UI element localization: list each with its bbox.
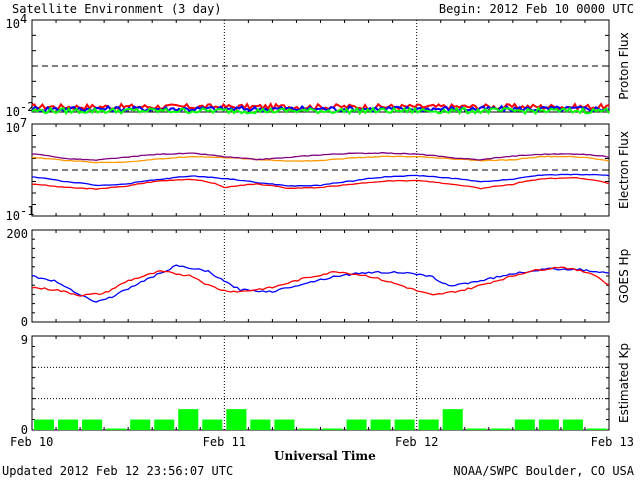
electron-ylabel: Electron Flux	[617, 131, 631, 209]
electron-y-tick-label-exp: 7	[20, 116, 27, 130]
hp-ylabel: GOES Hp	[617, 249, 631, 303]
kp-bar	[34, 419, 55, 430]
electron-series-line	[31, 176, 610, 190]
hp-series-line	[31, 264, 610, 303]
electron-series-line	[31, 155, 610, 164]
updated-timestamp: Updated 2012 Feb 12 23:56:07 UTC	[2, 464, 234, 478]
kp-bar	[82, 419, 103, 430]
kp-bar	[586, 428, 607, 430]
kp-bar	[442, 409, 463, 430]
kp-bar	[298, 428, 319, 430]
x-tick-label: Feb 11	[203, 435, 246, 449]
electron-y-tick-label: 10	[6, 209, 20, 223]
kp-bar	[538, 419, 559, 430]
kp-bar	[514, 419, 535, 430]
kp-bar	[562, 419, 583, 430]
electron-y-tick-label-exp: -1	[20, 204, 34, 218]
kp-bar	[346, 419, 367, 430]
proton-y-tick-label-exp: 4	[20, 12, 27, 26]
kp-bar	[394, 419, 415, 430]
kp-bar	[250, 419, 271, 430]
proton-series-line	[31, 106, 610, 116]
proton-ylabel: Proton Flux	[617, 32, 631, 99]
kp-ylabel: Estimated Kp	[617, 343, 631, 423]
kp-bar	[130, 419, 151, 430]
hp-y-tick-label: 200	[6, 227, 28, 241]
electron-series-line	[31, 152, 610, 161]
kp-y-tick-label: 9	[21, 333, 28, 347]
electron-series-line	[31, 173, 610, 187]
kp-bar	[178, 409, 199, 430]
kp-bar	[322, 428, 343, 430]
kp-y-tick-label: 0	[21, 423, 28, 437]
kp-bar	[274, 419, 295, 430]
kp-bar	[490, 428, 511, 430]
kp-bar	[226, 409, 247, 430]
x-tick-label: Feb 12	[395, 435, 438, 449]
kp-bar	[58, 419, 79, 430]
kp-bar	[106, 428, 127, 430]
hp-series-line	[31, 266, 610, 297]
kp-bar	[370, 419, 391, 430]
begin-time: Begin: 2012 Feb 10 0000 UTC	[438, 2, 634, 16]
kp-frame	[31, 335, 610, 431]
kp-bar	[202, 419, 223, 430]
proton-y-tick-label: 10	[6, 17, 20, 31]
kp-bar	[466, 428, 487, 430]
x-tick-label: Feb 10	[10, 435, 53, 449]
x-tick-label: Feb 13	[591, 435, 634, 449]
proton-series-line	[31, 101, 610, 112]
kp-bar	[418, 419, 439, 430]
x-axis-label: Universal Time	[274, 449, 376, 463]
credit-text: NOAA/SWPC Boulder, CO USA	[453, 464, 634, 478]
kp-bar	[154, 419, 175, 430]
proton-y-tick-label: 10	[6, 105, 20, 119]
hp-y-tick-label: 0	[21, 315, 28, 329]
electron-y-tick-label: 10	[6, 121, 20, 135]
chart-title: Satellite Environment (3 day)	[12, 2, 222, 16]
proton-y-tick-label-exp: -2	[20, 100, 34, 114]
